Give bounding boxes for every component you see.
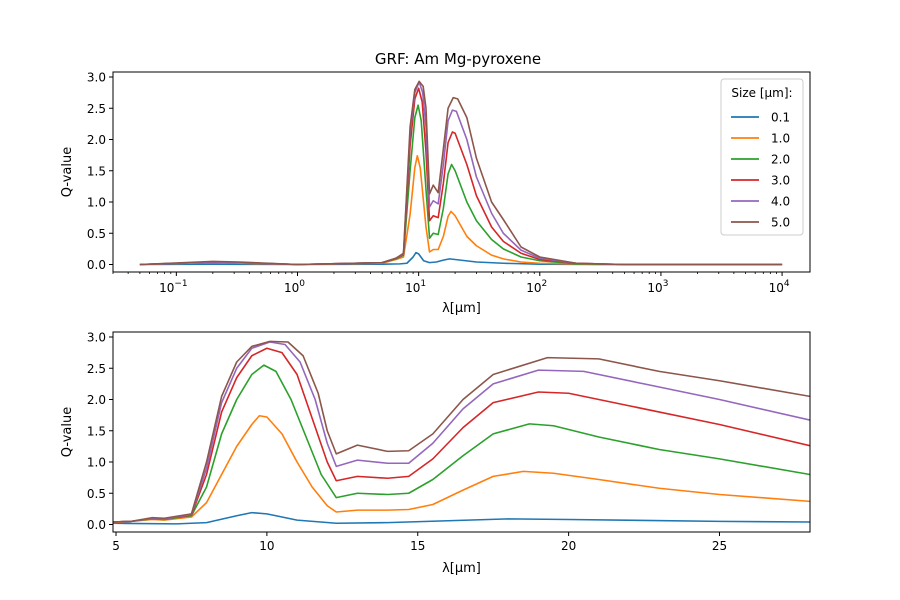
legend-label-3.0: 3.0 <box>771 174 790 188</box>
series-line-3.0 <box>113 347 810 523</box>
legend-label-4.0: 4.0 <box>771 195 790 209</box>
y-tick-label: 3.0 <box>87 331 106 345</box>
x-tick-label: 100 <box>284 279 305 295</box>
y-axis-label: Q-value <box>60 407 75 457</box>
series-group <box>113 340 810 525</box>
top-panel: 0.0 0.5 1.0 1.5 2.0 2.5 3.0 10−1 100 101 102 103 104… <box>60 71 811 316</box>
series-line-1.0 <box>139 154 783 266</box>
y-tick-label: 0.0 <box>87 258 106 272</box>
legend-label-1.0: 1.0 <box>771 132 790 146</box>
legend-box <box>720 78 804 236</box>
x-axis-label: λ[μm] <box>442 301 481 316</box>
x-tick-label: 10−1 <box>159 279 188 295</box>
series-line-2.0 <box>113 364 810 523</box>
series-line-2.0 <box>139 104 783 266</box>
x-tick-label: 103 <box>647 279 668 295</box>
legend-title: Size [μm]: <box>731 86 792 100</box>
y-tick-label: 3.0 <box>87 71 106 85</box>
series-line-5.0 <box>139 80 783 266</box>
x-tick-label: 20 <box>561 539 576 553</box>
bottom-panel: 0.0 0.5 1.0 1.5 2.0 2.5 3.0 5 10 15 20 25 λ[μm] Q-val… <box>60 331 811 576</box>
y-tick-label: 2.0 <box>87 133 106 147</box>
axes-frame <box>112 71 811 273</box>
chart-title: GRF: Am Mg-pyroxene <box>375 50 541 68</box>
x-tick-label: 102 <box>526 279 547 295</box>
series-line-1.0 <box>113 414 810 524</box>
y-tick-label: 0.0 <box>87 518 106 532</box>
series-line-3.0 <box>139 87 783 266</box>
y-tick-label: 2.5 <box>87 102 106 116</box>
legend-label-0.1: 0.1 <box>771 111 790 125</box>
x-tick-label: 5 <box>112 539 120 553</box>
y-tick-label: 0.5 <box>87 487 106 501</box>
series-line-4.0 <box>139 81 783 266</box>
y-tick-label: 2.5 <box>87 362 106 376</box>
series-line-5.0 <box>113 340 810 523</box>
y-tick-label: 2.0 <box>87 393 106 407</box>
x-axis-label: λ[μm] <box>442 561 481 576</box>
x-tick-label: 25 <box>712 539 727 553</box>
y-tick-label: 1.5 <box>87 424 106 438</box>
series-line-0.1 <box>113 511 810 525</box>
y-tick-label: 1.0 <box>87 196 106 210</box>
legend-label-2.0: 2.0 <box>771 153 790 167</box>
x-tick-label: 15 <box>410 539 425 553</box>
y-tick-label: 1.0 <box>87 456 106 470</box>
y-tick-label: 0.5 <box>87 227 106 241</box>
series-group <box>139 80 783 266</box>
y-tick-label: 1.5 <box>87 164 106 178</box>
x-tick-label: 101 <box>405 279 426 295</box>
legend: Size [μm]: 0.1 1.0 2.0 3.0 4.0 5.0 <box>720 78 804 236</box>
legend-label-5.0: 5.0 <box>771 216 790 230</box>
x-tick-label: 104 <box>769 279 790 295</box>
axes-frame <box>112 331 811 533</box>
y-axis-label: Q-value <box>60 147 75 197</box>
x-tick-label: 10 <box>259 539 274 553</box>
